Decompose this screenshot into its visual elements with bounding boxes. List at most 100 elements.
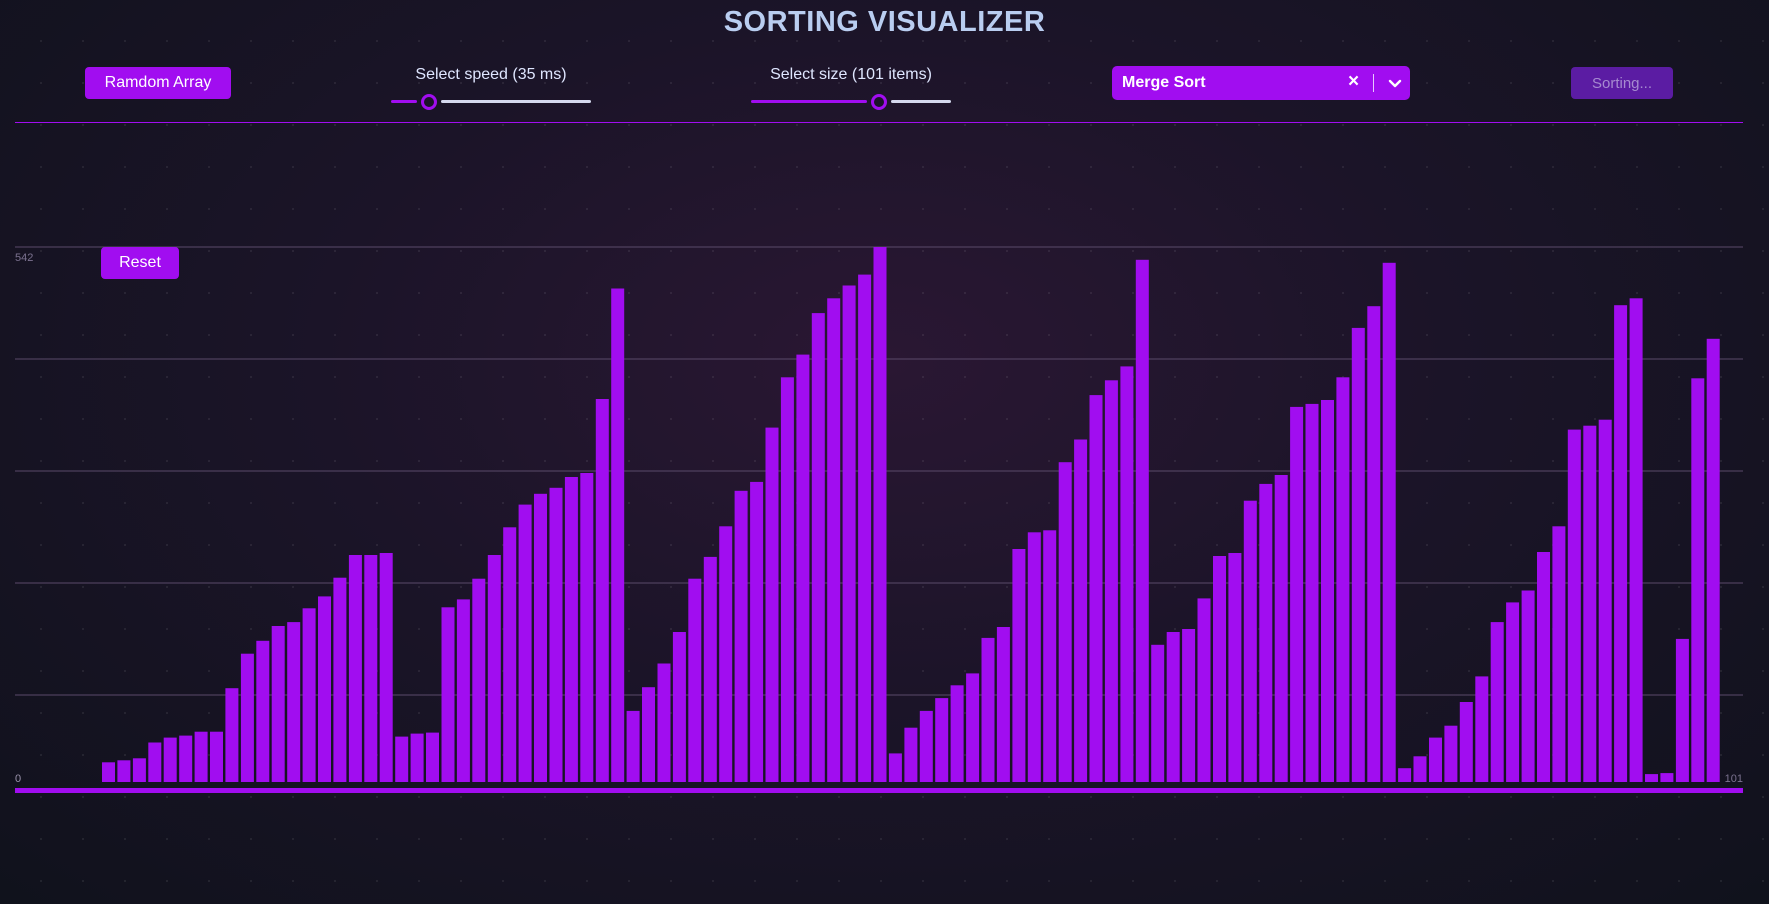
algorithm-select-value: Merge Sort <box>1122 74 1206 91</box>
bar <box>1459 702 1473 782</box>
speed-slider-fill <box>391 100 417 103</box>
bar <box>302 608 316 782</box>
bars <box>102 247 1720 782</box>
bar <box>642 687 655 782</box>
bar <box>1228 553 1242 782</box>
bar <box>1166 632 1180 782</box>
bar <box>333 577 347 782</box>
bar <box>1660 773 1674 782</box>
speed-slider-label: Select speed (35 ms) <box>415 66 567 83</box>
bar <box>796 354 810 782</box>
bar <box>1691 378 1705 782</box>
bar <box>1290 406 1304 782</box>
bar <box>1213 556 1226 782</box>
bar <box>549 487 563 782</box>
bar <box>1089 395 1103 782</box>
clear-icon[interactable]: × <box>1348 71 1360 92</box>
bar <box>348 555 362 782</box>
bar <box>1197 598 1211 782</box>
bar <box>827 298 841 782</box>
bar <box>1506 602 1520 782</box>
bar <box>1043 530 1057 782</box>
bar <box>318 596 331 782</box>
reset-button[interactable]: Reset <box>101 247 179 279</box>
bar <box>225 688 239 782</box>
size-slider-group: Select size (101 items) <box>741 66 961 110</box>
bar <box>1490 622 1504 782</box>
random-array-button[interactable]: Ramdom Array <box>85 67 231 99</box>
size-slider-rest <box>891 100 951 103</box>
bar <box>703 556 717 782</box>
y-max-label: 542 <box>15 252 33 264</box>
bar <box>472 578 486 782</box>
speed-slider-rest <box>441 100 591 103</box>
bar <box>1444 725 1458 782</box>
size-slider-thumb[interactable] <box>871 94 887 110</box>
size-slider-label: Select size (101 items) <box>770 66 932 83</box>
chevron-down-icon[interactable] <box>1385 73 1405 93</box>
size-slider-fill <box>751 100 867 103</box>
bar <box>271 626 285 782</box>
bar <box>456 599 470 782</box>
bar <box>1429 737 1442 782</box>
bar <box>626 710 640 782</box>
bar <box>981 637 995 782</box>
bar <box>1305 403 1319 782</box>
bar <box>1058 462 1072 782</box>
bar <box>919 710 933 782</box>
bar <box>1537 552 1550 782</box>
bar <box>117 760 131 782</box>
bar <box>888 753 902 782</box>
bar <box>503 527 517 782</box>
bar <box>935 698 949 782</box>
algorithm-select[interactable]: Merge Sort × <box>1112 66 1410 100</box>
bar <box>1120 366 1134 782</box>
bar <box>148 742 162 782</box>
bar <box>1259 483 1273 782</box>
bar <box>395 736 409 782</box>
bar <box>1182 629 1196 782</box>
bar <box>904 727 918 782</box>
bar <box>765 427 779 782</box>
bar <box>487 555 501 782</box>
select-separator <box>1373 74 1374 92</box>
sorting-status-button[interactable]: Sorting... <box>1571 67 1673 99</box>
bar <box>842 285 856 782</box>
bar <box>780 377 794 782</box>
bar <box>1567 429 1581 782</box>
bar <box>426 732 439 782</box>
bar <box>1629 298 1643 782</box>
bar <box>1413 756 1427 782</box>
speed-slider-thumb[interactable] <box>421 94 437 110</box>
bar <box>441 607 455 782</box>
bar <box>672 632 686 782</box>
bar <box>518 504 532 782</box>
bar <box>1351 327 1365 782</box>
bar <box>179 735 193 782</box>
header-divider <box>15 122 1743 123</box>
bar <box>996 627 1010 782</box>
bar <box>1321 400 1334 782</box>
bar <box>1012 549 1026 782</box>
bar <box>1583 425 1597 782</box>
bar <box>1274 475 1288 782</box>
bar <box>873 247 887 782</box>
bar <box>240 653 254 782</box>
bar <box>163 737 177 782</box>
bar <box>811 313 825 782</box>
bar <box>534 493 547 782</box>
bar <box>750 481 764 782</box>
bar <box>1552 526 1566 782</box>
bar <box>379 553 393 782</box>
size-slider[interactable] <box>741 94 961 110</box>
bar <box>210 731 223 782</box>
bar <box>1382 262 1396 782</box>
x-end-label: 101 <box>1725 773 1743 785</box>
bar <box>966 673 980 782</box>
bar <box>595 399 609 782</box>
bar <box>1151 644 1165 782</box>
bar <box>734 490 748 782</box>
speed-slider[interactable] <box>381 94 601 110</box>
bar <box>194 731 208 782</box>
